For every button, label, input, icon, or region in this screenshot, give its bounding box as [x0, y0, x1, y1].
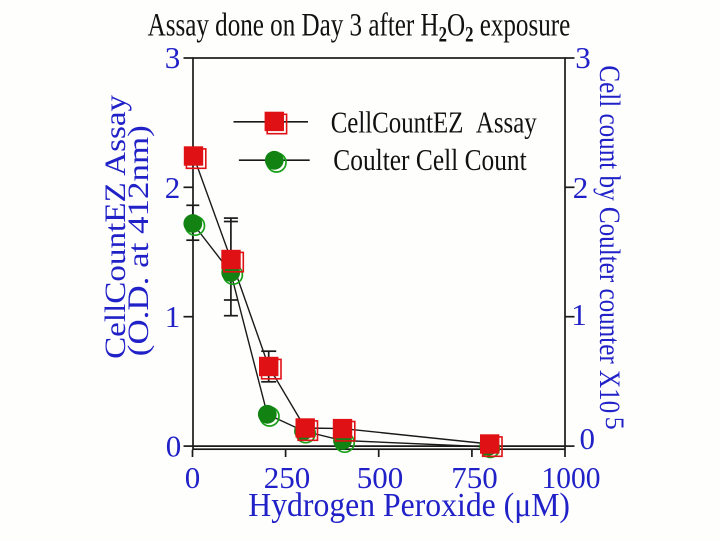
svg-text:CellCountEZ Assay: CellCountEZ Assay — [99, 95, 132, 359]
svg-text:(O.D. at 412nm): (O.D. at 412nm) — [122, 125, 155, 356]
svg-text:1: 1 — [165, 299, 181, 334]
svg-text:1: 1 — [571, 297, 587, 332]
svg-text:5: 5 — [600, 417, 629, 430]
svg-text:Assay done on Day 3 after H2O2: Assay done on Day 3 after H2O2 exposure — [148, 7, 571, 47]
svg-text:750: 750 — [451, 460, 498, 495]
svg-text:500: 500 — [357, 460, 404, 495]
svg-text:0: 0 — [185, 460, 201, 495]
svg-text:Hydrogen Peroxide (μM): Hydrogen Peroxide (μM) — [248, 487, 570, 524]
svg-text:250: 250 — [264, 460, 311, 495]
svg-text:1000: 1000 — [542, 460, 601, 495]
svg-text:2: 2 — [165, 170, 181, 205]
svg-text:0: 0 — [580, 421, 596, 456]
svg-text:3: 3 — [165, 40, 181, 75]
svg-text:0: 0 — [166, 429, 182, 464]
svg-text:Cell count by Coulter counter: Cell count by Coulter counter X10 — [593, 65, 626, 413]
svg-text:CellCountEZ Assay: CellCountEZ Assay — [331, 105, 538, 139]
svg-text:2: 2 — [573, 170, 589, 205]
svg-text:3: 3 — [575, 40, 591, 75]
svg-text:Coulter Cell Count: Coulter Cell Count — [333, 143, 527, 177]
